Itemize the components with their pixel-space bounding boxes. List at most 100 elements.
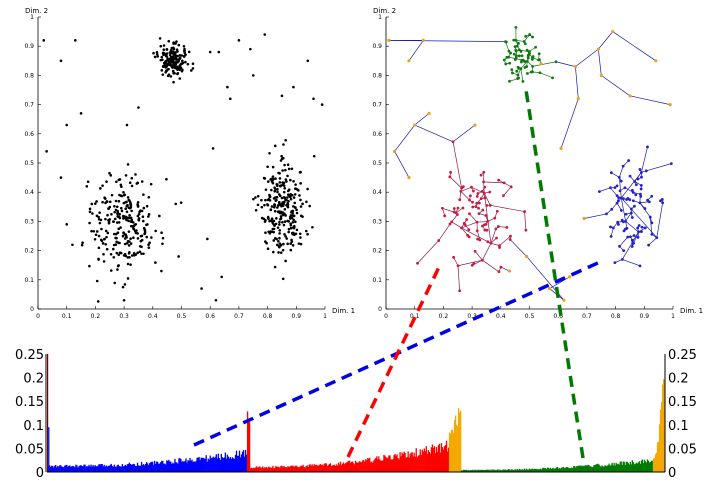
scatter-point (273, 224, 276, 227)
network-edge (483, 193, 492, 244)
histogram-bar (107, 465, 109, 472)
scatter-point (295, 208, 298, 212)
histogram-bar (483, 469, 485, 472)
histogram-bar (206, 461, 208, 472)
histogram-bar (330, 465, 333, 472)
scatter-point (108, 171, 111, 175)
scatter-point (278, 220, 281, 224)
network-node (514, 48, 518, 52)
histogram-bar (213, 458, 215, 472)
network-node (486, 240, 490, 244)
histogram-bar (404, 452, 406, 472)
scatter-point (114, 236, 117, 240)
scatter-point (169, 75, 173, 78)
scatter-point (95, 230, 99, 233)
histogram-bar (519, 469, 521, 472)
histogram-bar (645, 462, 648, 472)
scatter-point (117, 241, 120, 245)
network-edge (482, 243, 492, 261)
histogram-bar (340, 465, 343, 472)
histogram-bar (187, 460, 189, 472)
histogram-bar (572, 468, 574, 472)
histogram-bar (578, 465, 580, 472)
network-edge (649, 217, 653, 235)
network-node (538, 71, 542, 75)
histogram-bar (425, 446, 427, 472)
scatter-point (271, 250, 275, 254)
scatter-outlier-point (220, 275, 223, 279)
network-node (643, 226, 647, 230)
scatter-point (276, 210, 280, 214)
scatter-point (280, 196, 284, 200)
histogram-bar (652, 458, 655, 472)
scatter-point (113, 210, 117, 214)
histogram-bar (118, 466, 121, 472)
scatter-point (277, 244, 281, 248)
histogram-left-y-tick-label: 0.05 (15, 442, 44, 457)
histogram-bar (266, 466, 268, 472)
histogram-bar (430, 447, 433, 472)
scatter-point (90, 229, 93, 233)
histogram-bar (156, 461, 158, 472)
histogram-bar (470, 470, 472, 472)
histogram-bar (296, 466, 298, 472)
histogram-bar (643, 459, 646, 472)
network-node (620, 258, 624, 261)
scatter-point (140, 238, 144, 242)
network-node (613, 186, 617, 190)
network-node (472, 262, 476, 265)
network-node (517, 76, 521, 80)
network-node (461, 185, 465, 189)
scatter-point (165, 177, 168, 181)
scatter-point (263, 203, 266, 207)
histogram-bar (229, 457, 232, 472)
histogram-bar (225, 458, 228, 472)
histogram-bar (465, 470, 467, 472)
network-node (647, 200, 651, 204)
network-node (640, 225, 644, 229)
scatter-point (278, 232, 281, 235)
network-node (470, 185, 473, 189)
histogram-bar (160, 462, 162, 472)
histogram-bar (390, 459, 392, 472)
scatter-point (120, 185, 123, 189)
network-node (619, 196, 623, 200)
histogram-bar (129, 464, 132, 472)
histogram-bar (323, 463, 325, 472)
scatter-point (178, 53, 182, 57)
network-node (496, 225, 500, 228)
histogram-bar (250, 467, 253, 472)
histogram-bar (568, 467, 570, 472)
scatter-point (161, 242, 164, 246)
network-outlier-node (525, 254, 529, 259)
histogram-bar (410, 452, 412, 472)
network-outlier-node (407, 59, 411, 63)
histogram-bar (237, 455, 240, 472)
histogram-bar (254, 467, 256, 472)
histogram-bar (581, 465, 583, 472)
scatter-point (281, 204, 285, 207)
scatter-point (301, 215, 304, 218)
scatter-point (101, 242, 105, 245)
histogram-bar (333, 464, 336, 472)
histogram-bar (180, 459, 182, 472)
network-node (526, 53, 530, 57)
network-outlier-node (407, 176, 411, 180)
scatter-point (263, 220, 267, 223)
histogram-bar (443, 446, 446, 472)
scatter-point (145, 223, 148, 227)
network-outlier-node (596, 47, 600, 51)
scatter-point (109, 252, 113, 256)
scatter-point (117, 199, 121, 203)
histogram-bar (185, 458, 187, 472)
scatter-point (88, 264, 91, 268)
scatter-point (286, 204, 289, 208)
network-node (609, 235, 613, 238)
network-node (483, 228, 487, 232)
network-panel-right: 0 0.1 0.2 0.3 0.4 0.5 0.6 0.7 0.8 0.9 1 0 0.1 0.2 0.3 0… (372, 7, 703, 320)
histogram-bar (211, 457, 213, 472)
histogram-bar (461, 470, 463, 472)
scatter-point (166, 63, 169, 67)
scatter-point (114, 208, 118, 212)
scatter-point (266, 165, 269, 169)
